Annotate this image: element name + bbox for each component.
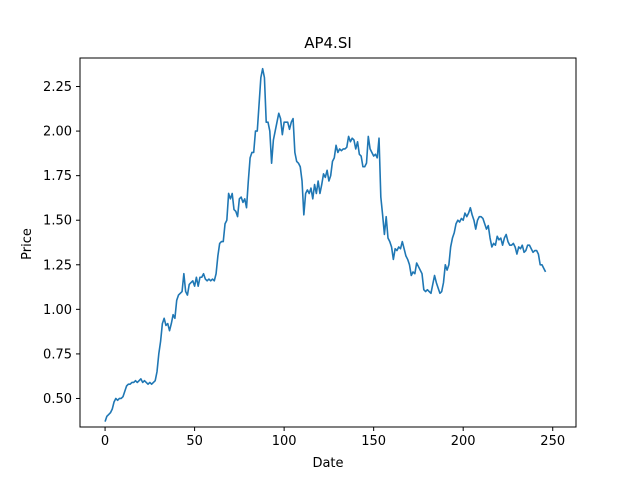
x-tick-label: 150 [361,434,386,449]
y-tick-label: 0.75 [43,347,72,362]
axes-frame [79,57,577,428]
x-tick-label: 100 [272,434,297,449]
y-tick-label: 1.25 [43,258,72,273]
y-tick-label: 0.50 [43,392,72,407]
plot-area [104,67,547,422]
chart-title: AP4.SI [304,34,352,52]
x-axis: 0 50 100 150 200 250 [101,427,565,449]
y-tick-label: 1.75 [43,169,72,184]
y-tick-label: 2.00 [43,125,72,140]
x-tick-label: 50 [186,434,203,449]
x-tick-label: 250 [540,434,565,449]
y-axis-label: Price [20,228,35,260]
y-axis: 0.50 0.75 1.00 1.25 1.50 1.75 2.00 2.25 [43,80,80,407]
x-tick-label: 200 [451,434,476,449]
y-tick-label: 2.25 [43,80,72,95]
x-axis-label: Date [312,456,343,471]
y-tick-label: 1.00 [43,303,72,318]
x-tick-label: 0 [101,434,109,449]
series-line-0 [104,67,547,422]
y-tick-label: 1.50 [43,214,72,229]
